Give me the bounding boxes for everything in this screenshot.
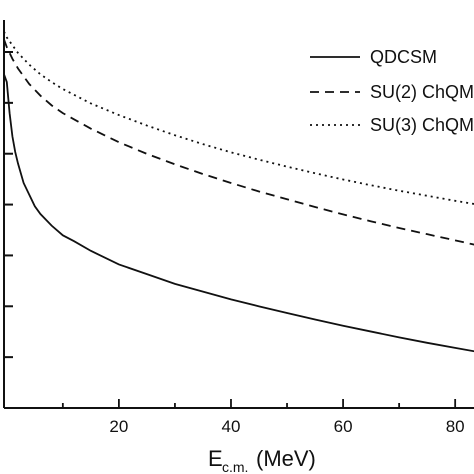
legend-label-2: SU(2) ChQM	[370, 82, 474, 102]
plot-axes	[3, 20, 474, 409]
x-axis-title: E c.m. (MeV)	[208, 446, 316, 474]
x-axis-title-main: E	[208, 446, 223, 471]
series-line-2	[3, 39, 474, 246]
x-tick-label: 60	[334, 417, 353, 436]
legend-label-1: QDCSM	[370, 47, 437, 67]
legend: QDCSM SU(2) ChQM SU(3) ChQM	[310, 47, 474, 135]
x-tick-label: 40	[222, 417, 241, 436]
tick-labels: 20 40 60 80	[109, 417, 464, 436]
x-tick-label: 20	[109, 417, 128, 436]
x-tick-label: 80	[446, 417, 465, 436]
x-axis-title-unit: (MeV)	[256, 446, 316, 471]
x-axis-title-subscript: c.m.	[222, 459, 248, 474]
legend-label-3: SU(3) ChQM	[370, 115, 474, 135]
series-line-1	[3, 74, 474, 353]
series-lines	[3, 31, 474, 353]
